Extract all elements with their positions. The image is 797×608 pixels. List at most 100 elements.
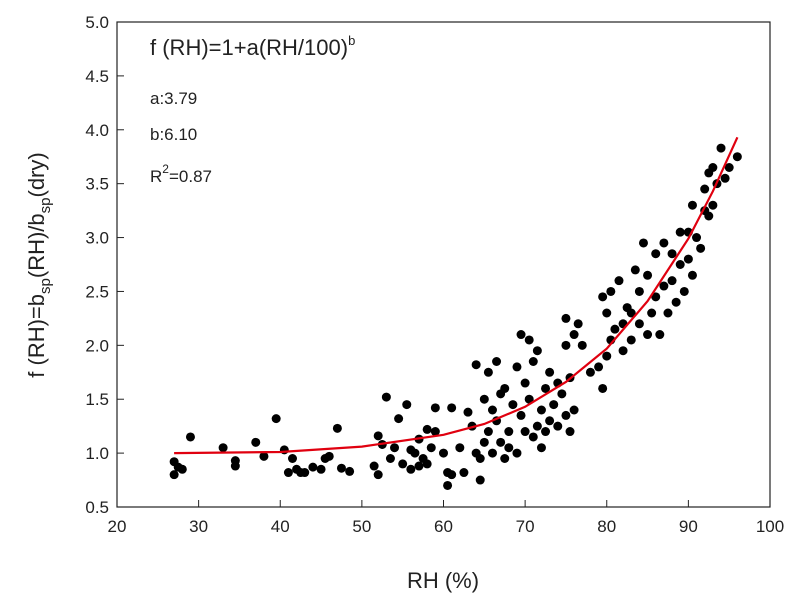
data-point [602,308,612,318]
data-point [577,340,587,350]
data-point [496,437,506,447]
data-point [704,211,714,221]
x-axis-title: RH (%) [407,568,479,593]
data-point [324,451,334,461]
data-point [447,470,457,480]
data-point [634,319,644,329]
data-point [606,286,616,296]
data-point [602,351,612,361]
data-point [696,243,706,253]
data-point [422,424,432,434]
data-point [598,383,608,393]
data-point [402,400,412,410]
data-point [471,360,481,370]
y-tick-label: 0.5 [85,498,109,517]
data-point [410,448,420,458]
x-tick-label: 20 [108,517,127,536]
data-point [463,407,473,417]
data-point [504,427,514,437]
y-axis-title: f (RH)=bsp(RH)/bsp(dry) [24,152,54,377]
data-point [687,270,697,280]
data-point [516,410,526,420]
y-tick-label: 3.0 [85,229,109,248]
data-point [687,200,697,210]
data-point [345,466,355,476]
data-point [724,163,734,172]
data-point [720,173,730,183]
data-point [177,464,187,474]
data-point [185,432,195,442]
data-point [475,454,485,463]
data-point [487,405,497,415]
y-tick-label: 4.5 [85,67,109,86]
data-point [394,414,404,424]
data-point [630,265,640,275]
data-point [659,281,669,291]
data-point [647,308,657,318]
y-tick-label: 5.0 [85,13,109,32]
y-tick-label: 1.0 [85,444,109,463]
data-point [683,254,693,264]
data-point [565,427,575,437]
data-point [512,362,522,372]
data-point [332,423,342,433]
data-point [675,227,685,237]
x-tick-label: 100 [756,517,784,536]
data-point [259,451,269,461]
data-point [308,462,318,472]
data-point [426,443,436,453]
y-tick-label: 4.0 [85,121,109,140]
data-point [385,454,395,463]
data-point [300,468,310,478]
r-squared: R2=0.87 [150,162,212,186]
data-point [487,448,497,458]
data-point [545,367,555,377]
data-point [536,443,546,453]
data-point [700,184,710,194]
x-tick-label: 70 [516,517,535,536]
data-point [504,443,514,453]
data-point [614,276,624,286]
data-point [455,443,465,453]
data-point [541,427,551,437]
data-point [475,475,485,485]
data-point [626,335,636,345]
x-tick-label: 40 [271,517,290,536]
data-point [536,405,546,415]
data-point [414,461,424,471]
data-point [524,335,534,345]
data-point [390,443,400,453]
data-point [287,454,297,463]
data-point [651,292,661,302]
x-tick-label: 50 [352,517,371,536]
data-point [716,143,726,153]
data-point [541,383,551,393]
data-point [569,405,579,415]
data-point [251,437,261,447]
data-point [528,357,538,366]
x-tick-label: 80 [597,517,616,536]
data-point [524,394,534,404]
data-point [459,468,469,478]
data-point [679,286,689,296]
data-point [483,427,493,437]
data-point [585,367,595,377]
param-a: a:3.79 [150,89,197,108]
data-point [549,400,559,410]
param-b: b:6.10 [150,125,197,144]
data-point [218,443,228,453]
data-point [667,249,677,259]
data-point [561,340,571,350]
data-point [169,470,179,480]
data-point [422,459,432,469]
x-tick-label: 60 [434,517,453,536]
data-point [532,346,542,356]
data-point [659,238,669,248]
data-point [381,392,391,402]
data-point [492,357,502,366]
data-point [626,308,636,318]
data-point [643,270,653,280]
data-point [406,464,416,474]
formula: f (RH)=1+a(RH/100)b [150,33,355,60]
